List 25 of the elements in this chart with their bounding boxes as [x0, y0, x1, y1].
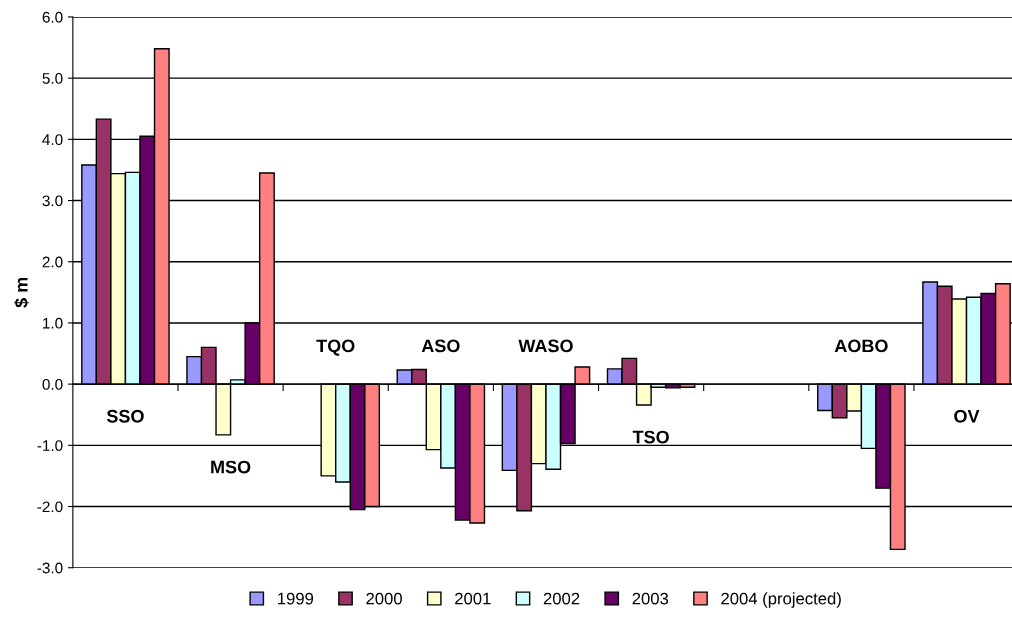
y-tick-label: 6.0: [42, 11, 63, 23]
x-tick-label: AOBO: [834, 339, 888, 353]
x-tick-label: TSO: [632, 430, 669, 444]
y-tick-label: -1.0: [37, 440, 63, 452]
x-tick-label: ASO: [421, 339, 460, 353]
legend-label: 2001: [455, 592, 491, 605]
x-tick-label: MSO: [211, 460, 251, 474]
legend-label: 2002: [543, 592, 580, 605]
y-tick-label: -2.0: [37, 501, 63, 513]
x-tick-label: SSO: [106, 409, 144, 423]
legend-label: 1999: [278, 592, 314, 605]
x-tick-label: WASO: [518, 339, 573, 353]
y-tick-label: 0.0: [42, 378, 63, 390]
y-tick-label: 4.0: [42, 134, 63, 146]
x-tick-label: OV: [954, 409, 980, 423]
y-tick-label: 3.0: [42, 195, 63, 207]
y-tick-label: 5.0: [42, 73, 63, 84]
y-tick-label: -3.0: [37, 562, 63, 574]
legend-label: 2000: [366, 592, 402, 605]
y-axis-title: $ m: [14, 277, 29, 308]
y-tick-label: 2.0: [42, 256, 63, 268]
x-tick-label: TQO: [316, 339, 355, 356]
legend-label: 2003: [632, 592, 669, 605]
legend-label: 2004 (projected): [721, 592, 841, 608]
y-tick-label: 1.0: [43, 317, 63, 329]
